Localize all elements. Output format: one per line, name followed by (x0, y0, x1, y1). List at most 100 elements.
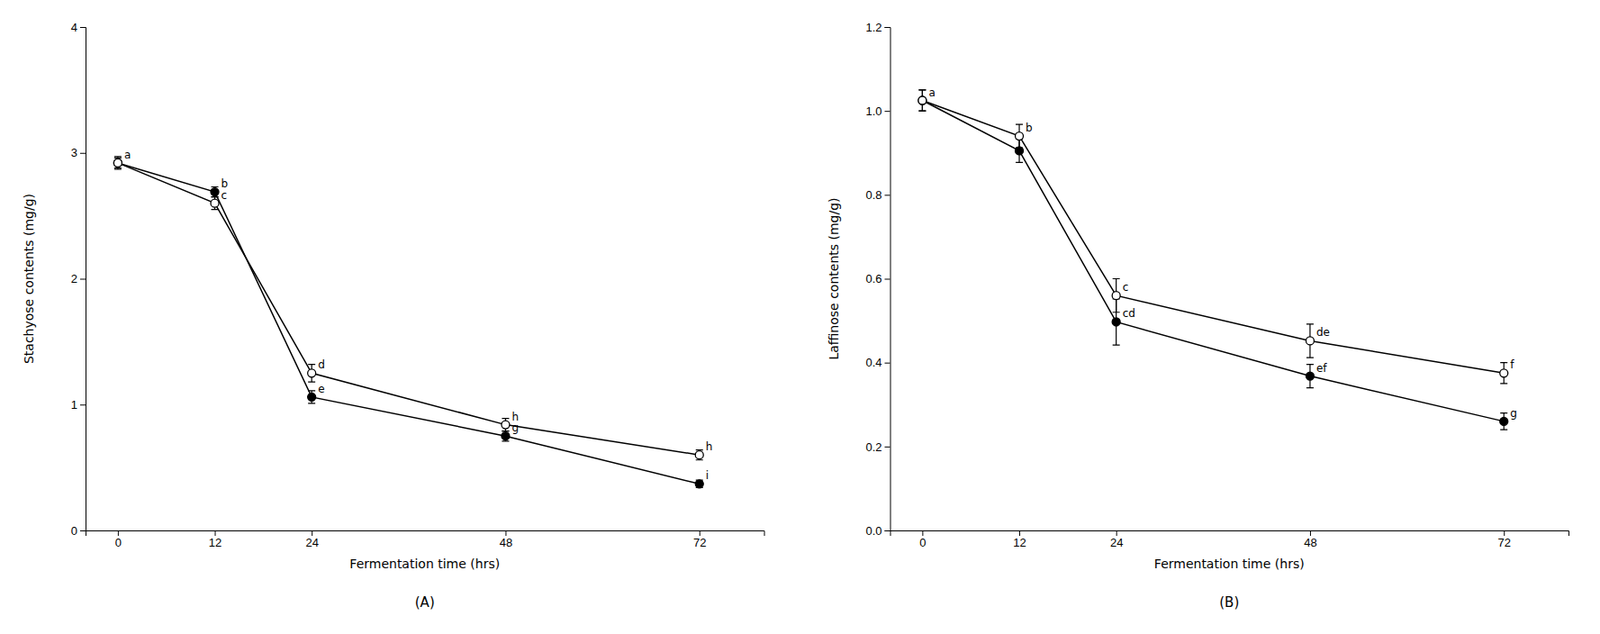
panel-label: (A) (415, 594, 435, 611)
error-bar (307, 364, 316, 383)
point-label: de (1316, 325, 1330, 339)
point-label: c (221, 189, 228, 202)
y-axis-tick: 0.8 (865, 188, 890, 202)
y-axis-tick-label: 1 (71, 397, 78, 412)
error-bar (1306, 324, 1314, 358)
series (113, 157, 704, 488)
x-axis-tick-mark (1503, 530, 1505, 536)
x-axis-tick-mark (215, 530, 217, 536)
x-axis-tick-label: 12 (208, 535, 222, 550)
x-axis-tick-label: 24 (305, 535, 318, 550)
y-axis-tick: 0 (71, 524, 86, 538)
x-axis-tick-label: 72 (693, 535, 706, 550)
plot-area (113, 156, 704, 489)
series-line (922, 100, 1504, 374)
x-axis-tick-label: 0 (919, 535, 926, 550)
y-axis-tick: 0.6 (865, 271, 890, 286)
x-axis-tick-label: 72 (1498, 535, 1511, 550)
point (695, 479, 704, 489)
error-bar (114, 156, 122, 170)
x-axis: 0 12 24 48 72 (86, 530, 766, 550)
y-axis-line (80, 27, 87, 532)
point-label: b (1025, 121, 1033, 135)
y-axis-tick: 0.2 (865, 439, 890, 453)
point-label: g (1509, 406, 1518, 420)
point (1111, 317, 1121, 326)
y-axis-tick-label: 0 (71, 524, 78, 538)
y-axis-tick-mark (885, 194, 891, 196)
point-label: i (705, 469, 709, 482)
y-axis-tick-mark (885, 362, 891, 364)
x-axis: 012244872 (890, 530, 1570, 550)
point-labels: cdefgabcdef (928, 86, 1517, 420)
series-line (117, 162, 700, 455)
point (307, 392, 317, 401)
panel-label: (B) (1219, 594, 1239, 611)
y-axis-tick: 2 (71, 271, 86, 286)
point-label: a (124, 148, 131, 162)
error-bar (501, 418, 509, 432)
point-label: f (1509, 358, 1515, 371)
error-bar (918, 90, 926, 111)
y-axis: 01234 (71, 20, 87, 538)
x-axis-tick-label: 12 (1012, 535, 1026, 550)
point (918, 96, 927, 105)
x-axis-title: Fermentation time (hrs) (349, 556, 500, 571)
point (307, 369, 317, 378)
y-axis-tick-mark (885, 446, 891, 448)
point (1111, 291, 1121, 300)
y-axis-tick-label: 0.2 (865, 439, 882, 453)
x-axis-tick-mark (117, 530, 119, 536)
x-axis-tick: 24 (305, 530, 318, 550)
y-axis-tick-label: 3 (71, 145, 78, 160)
point-label: a (928, 86, 935, 100)
x-axis-line (890, 531, 1570, 537)
point-label: g (511, 421, 519, 434)
y-axis: 0.00.20.40.60.81.01.2 (865, 20, 891, 538)
point-label: h (511, 410, 519, 424)
x-axis-tick: 72 (1498, 530, 1511, 550)
error-bar (1306, 364, 1314, 389)
point (1500, 416, 1509, 425)
series (113, 156, 704, 461)
x-axis-tick-label: 48 (499, 535, 513, 550)
plot-area (918, 90, 1509, 430)
error-bar (307, 390, 316, 404)
point (113, 158, 122, 167)
error-bar (918, 90, 926, 111)
point (113, 158, 122, 167)
y-axis-title: Laffinose contents (mg/g) (826, 197, 841, 360)
x-axis-title: Fermentation time (hrs) (1154, 556, 1305, 571)
y-axis-tick-label: 0.8 (865, 188, 882, 202)
error-bar (1500, 413, 1508, 431)
point (210, 188, 219, 197)
y-axis-tick: 0.0 (865, 524, 890, 538)
x-axis-tick-mark (311, 530, 313, 536)
point (695, 451, 704, 460)
y-axis-tick-mark (885, 279, 891, 281)
y-axis-tick-label: 2 (71, 271, 78, 286)
y-axis-tick-mark (885, 27, 891, 28)
point-label: c (1122, 280, 1130, 294)
x-axis-tick-label: 0 (115, 535, 122, 550)
point (501, 432, 510, 441)
x-axis-tick-mark (1310, 530, 1311, 536)
x-axis-tick: 12 (208, 530, 222, 550)
error-bar (501, 431, 509, 442)
y-axis-title: Stachyose contents (mg/g) (21, 193, 37, 364)
y-axis-tick-mark (80, 530, 86, 532)
error-bar (696, 450, 704, 461)
point-label: e (317, 382, 325, 396)
x-axis-tick: 0 (919, 530, 926, 550)
point-label: cd (1122, 307, 1136, 320)
series-line (117, 162, 700, 484)
point (1305, 371, 1314, 380)
point (501, 420, 510, 429)
x-axis-tick-mark (922, 530, 923, 536)
point (210, 198, 219, 208)
x-axis-tick-mark (699, 530, 701, 536)
x-axis-tick-mark (505, 530, 507, 536)
error-bar (696, 479, 704, 488)
error-bar (1015, 124, 1023, 148)
error-bar (211, 197, 219, 210)
